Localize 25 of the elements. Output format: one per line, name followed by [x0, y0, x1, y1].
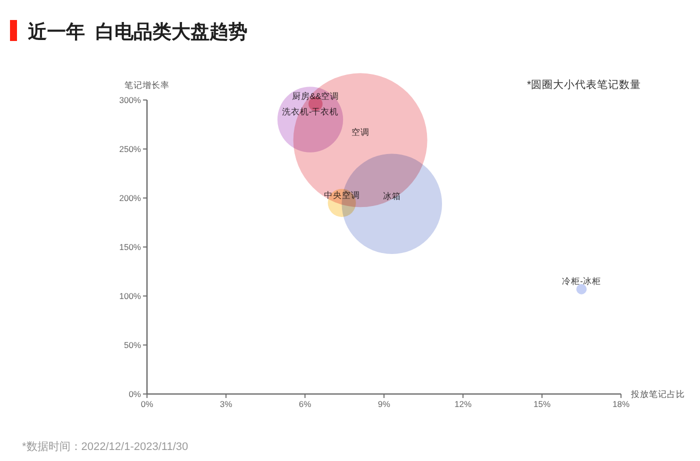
y-tick-label: 200% [119, 193, 142, 203]
series-label: 空调 [351, 127, 370, 138]
y-tick-label: 0% [128, 389, 142, 399]
chart-title: 近一年 白电品类大盘趋势 [27, 21, 248, 43]
x-tick-label: 3% [220, 399, 233, 409]
text: *数据时间：2022/12/1-2023/11/30 [22, 440, 188, 453]
y-axis-title: 笔记增长率 [124, 80, 170, 90]
x-tick-label: 0% [140, 399, 154, 409]
y-tick-label: 100% [119, 291, 142, 301]
x-tick-label: 15% [533, 399, 551, 409]
y-tick-label: 300% [119, 95, 142, 105]
y-tick-label: 150% [119, 242, 142, 252]
x-tick-label: 6% [298, 399, 312, 409]
x-axis-title: 投放笔记占比 [630, 389, 685, 399]
text: *圆圈大小代表笔记数量 [527, 78, 642, 91]
series-label: 中央空调 [324, 190, 360, 200]
x-tick-label: 12% [454, 399, 472, 409]
x-tick-label: 18% [612, 399, 630, 409]
series-label: 厨房&&空调 [292, 90, 340, 101]
series-label: 冰箱 [382, 190, 401, 201]
series-label: 冷柜-冰柜 [562, 276, 601, 286]
x-tick-label: 9% [378, 399, 391, 409]
y-tick-label: 250% [119, 144, 142, 154]
series-label: 洗衣机-干衣机 [282, 106, 339, 117]
y-tick-label: 50% [124, 340, 142, 350]
